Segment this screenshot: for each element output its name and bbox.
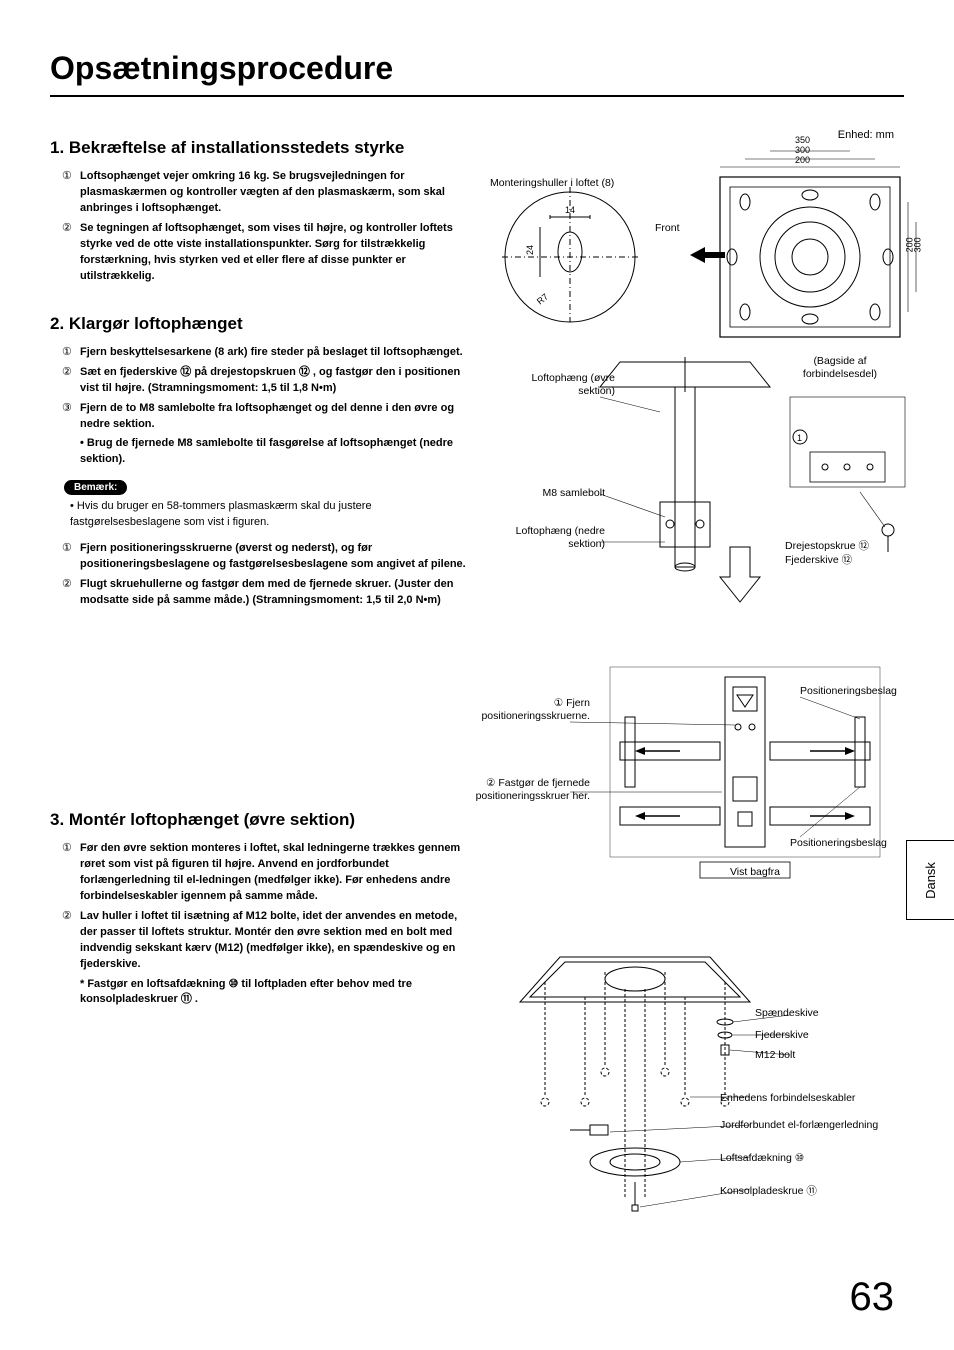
d4-cover: Loftsafdækning ⑩ bbox=[720, 1152, 804, 1165]
s2-item2-text: Sæt en fjederskive ⑫ på drejestopskruen … bbox=[80, 366, 460, 394]
dim-r7: R7 bbox=[535, 291, 550, 306]
section1-heading: 1. Bekræftelse af installationsstedets s… bbox=[50, 137, 470, 159]
d2-backside: (Bagside af forbindelsesdel) bbox=[785, 355, 895, 380]
d3-pos1: Positioneringsbeslag bbox=[800, 685, 897, 698]
d2-lower: Loftophæng (nedre sektion) bbox=[515, 525, 605, 550]
d4-ground: Jordforbundet el-forlængerledning bbox=[720, 1119, 878, 1132]
s1-item1: ①Loftsophænget vejer omkring 16 kg. Se b… bbox=[80, 169, 470, 217]
s1-item2-text: Se tegningen af loftsophænget, som vises… bbox=[80, 222, 453, 282]
section3-heading: 3. Montér loftophænget (øvre sektion) bbox=[50, 809, 470, 831]
d4-spring: Fjederskive bbox=[755, 1029, 809, 1042]
d2-spring: Fjederskive ⑫ bbox=[785, 554, 852, 567]
s2-item2b: ②Flugt skruehullerne og fastgør dem med … bbox=[80, 577, 470, 609]
s1-item2: ②Se tegningen af loftsophænget, som vise… bbox=[80, 221, 470, 285]
s3-item1: ①Før den øvre sektion monteres i loftet,… bbox=[80, 841, 470, 905]
s2-item1b-text: Fjern positioneringsskruerne (øverst og … bbox=[80, 542, 466, 570]
d3-rear: Vist bagfra bbox=[710, 866, 800, 879]
page-title: Opsætningsprocedure bbox=[50, 50, 904, 97]
diagram-mounting-bolts bbox=[490, 927, 920, 1217]
section2-heading: 2. Klargør loftophænget bbox=[50, 313, 470, 335]
s2-item3: ③Fjern de to M8 samlebolte fra loftsophæ… bbox=[80, 401, 470, 433]
page-number: 63 bbox=[850, 1275, 895, 1320]
s3-item2: ②Lav huller i loftet til isætning af M12… bbox=[80, 909, 470, 973]
s2-item1: ①Fjern beskyttelsesarkene (8 ark) fire s… bbox=[80, 345, 470, 361]
s2-item3-text: Fjern de to M8 samlebolte fra loftsophæn… bbox=[80, 402, 454, 430]
s2-item2: ②Sæt en fjederskive ⑫ på drejestopskruen… bbox=[80, 365, 470, 397]
d4-cables: Enhedens forbindelseskabler bbox=[720, 1092, 855, 1105]
d4-washer: Spændeskive bbox=[755, 1007, 819, 1020]
s3-item2-text: Lav huller i loftet til isætning af M12 … bbox=[80, 910, 457, 970]
d2-bolt: M8 samlebolt bbox=[515, 487, 605, 500]
remark-text: • Hvis du bruger en 58-tommers plasmaskæ… bbox=[50, 499, 470, 531]
d1-front: Front bbox=[655, 222, 680, 235]
d4-bracket: Konsolpladeskrue ⑪ bbox=[720, 1185, 817, 1198]
d3-fasten: ② Fastgør de fjernede positioneringsskru… bbox=[470, 777, 590, 802]
s3-star: * Fastgør en loftsafdækning ⑩ til loftpl… bbox=[80, 977, 470, 1009]
d2-upper: Loftophæng (øvre sektion) bbox=[525, 372, 615, 397]
d1-mount-holes: Monteringshuller i loftet (8) bbox=[490, 177, 614, 190]
d1-200: 200 bbox=[795, 155, 810, 166]
d4-m12: M12 bolt bbox=[755, 1049, 795, 1062]
language-tab-text: Dansk bbox=[923, 862, 938, 899]
d1-300v: 300 bbox=[913, 237, 924, 252]
s1-item1-text: Loftsophænget vejer omkring 16 kg. Se br… bbox=[80, 170, 445, 214]
remark-pill: Bemærk: bbox=[64, 480, 127, 495]
dim-24: 24 bbox=[525, 245, 535, 255]
d3-remove: ① Fjern positioneringsskruerne. bbox=[470, 697, 590, 722]
d3-pos2: Positioneringsbeslag bbox=[790, 837, 887, 850]
s2-bullet: • Brug de fjernede M8 samlebolte til fas… bbox=[80, 436, 470, 468]
content: 1. Bekræftelse af installationsstedets s… bbox=[50, 137, 904, 1287]
language-tab: Dansk bbox=[906, 840, 954, 920]
s3-item1-text: Før den øvre sektion monteres i loftet, … bbox=[80, 842, 460, 902]
d2-stopscrew: Drejestopskrue ⑫ bbox=[785, 540, 869, 553]
diagram-column: Enhed: mm 14 24 R7 bbox=[490, 137, 904, 1287]
text-column: 1. Bekræftelse af installationsstedets s… bbox=[50, 137, 470, 1287]
s2-item1-text: Fjern beskyttelsesarkene (8 ark) fire st… bbox=[80, 346, 463, 358]
s2-item2b-text: Flugt skruehullerne og fastgør dem med d… bbox=[80, 578, 453, 606]
svg-text:1: 1 bbox=[797, 433, 802, 443]
s2-item1b: ①Fjern positioneringsskruerne (øverst og… bbox=[80, 541, 470, 573]
